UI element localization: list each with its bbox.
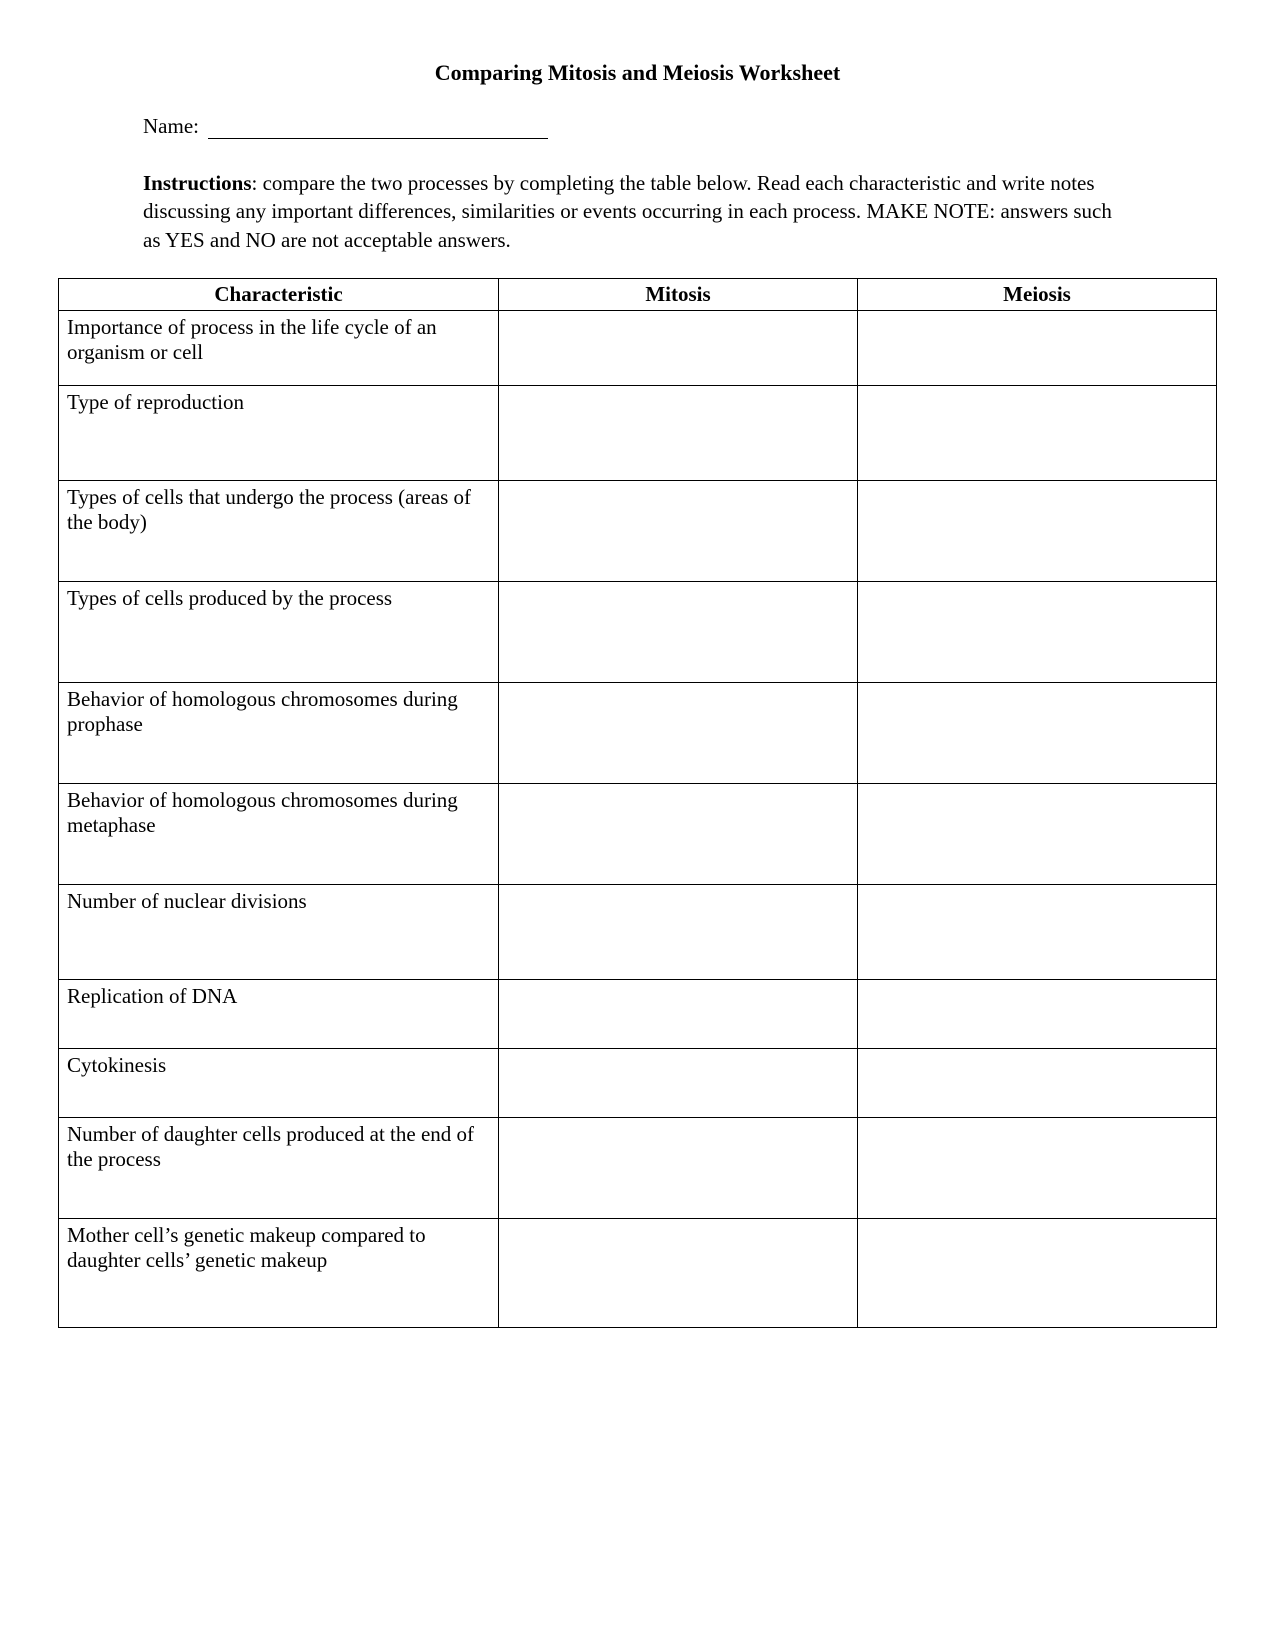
cell-meiosis[interactable] bbox=[858, 683, 1217, 784]
cell-characteristic: Behavior of homologous chromosomes durin… bbox=[59, 683, 499, 784]
name-row: Name: bbox=[143, 114, 1132, 139]
cell-characteristic: Number of daughter cells produced at the… bbox=[59, 1118, 499, 1219]
name-label: Name: bbox=[143, 114, 199, 139]
cell-meiosis[interactable] bbox=[858, 311, 1217, 386]
cell-meiosis[interactable] bbox=[858, 784, 1217, 885]
table-row: Types of cells produced by the process bbox=[59, 582, 1217, 683]
cell-characteristic: Types of cells produced by the process bbox=[59, 582, 499, 683]
cell-mitosis[interactable] bbox=[499, 784, 858, 885]
cell-mitosis[interactable] bbox=[499, 481, 858, 582]
table-row: Type of reproduction bbox=[59, 386, 1217, 481]
cell-meiosis[interactable] bbox=[858, 582, 1217, 683]
instructions: Instructions: compare the two processes … bbox=[143, 169, 1122, 254]
instructions-label: Instructions bbox=[143, 171, 252, 195]
cell-mitosis[interactable] bbox=[499, 980, 858, 1049]
cell-meiosis[interactable] bbox=[858, 1049, 1217, 1118]
cell-characteristic: Types of cells that undergo the process … bbox=[59, 481, 499, 582]
comparison-table: Characteristic Mitosis Meiosis Importanc… bbox=[58, 278, 1217, 1328]
cell-mitosis[interactable] bbox=[499, 386, 858, 481]
cell-mitosis[interactable] bbox=[499, 885, 858, 980]
cell-meiosis[interactable] bbox=[858, 386, 1217, 481]
table-row: Cytokinesis bbox=[59, 1049, 1217, 1118]
page-title: Comparing Mitosis and Meiosis Worksheet bbox=[58, 60, 1217, 86]
cell-characteristic: Importance of process in the life cycle … bbox=[59, 311, 499, 386]
cell-mitosis[interactable] bbox=[499, 582, 858, 683]
cell-meiosis[interactable] bbox=[858, 1219, 1217, 1328]
cell-characteristic: Replication of DNA bbox=[59, 980, 499, 1049]
table-row: Behavior of homologous chromosomes durin… bbox=[59, 683, 1217, 784]
table-row: Number of daughter cells produced at the… bbox=[59, 1118, 1217, 1219]
cell-mitosis[interactable] bbox=[499, 311, 858, 386]
col-meiosis: Meiosis bbox=[858, 279, 1217, 311]
col-characteristic: Characteristic bbox=[59, 279, 499, 311]
table-header-row: Characteristic Mitosis Meiosis bbox=[59, 279, 1217, 311]
cell-meiosis[interactable] bbox=[858, 980, 1217, 1049]
table-row: Mother cell’s genetic makeup compared to… bbox=[59, 1219, 1217, 1328]
cell-characteristic: Type of reproduction bbox=[59, 386, 499, 481]
cell-meiosis[interactable] bbox=[858, 481, 1217, 582]
table-row: Replication of DNA bbox=[59, 980, 1217, 1049]
table-row: Number of nuclear divisions bbox=[59, 885, 1217, 980]
worksheet-page: Comparing Mitosis and Meiosis Worksheet … bbox=[0, 0, 1275, 1388]
cell-characteristic: Cytokinesis bbox=[59, 1049, 499, 1118]
table-row: Importance of process in the life cycle … bbox=[59, 311, 1217, 386]
cell-characteristic: Behavior of homologous chromosomes durin… bbox=[59, 784, 499, 885]
col-mitosis: Mitosis bbox=[499, 279, 858, 311]
cell-meiosis[interactable] bbox=[858, 1118, 1217, 1219]
instructions-text: : compare the two processes by completin… bbox=[143, 171, 1112, 252]
cell-characteristic: Mother cell’s genetic makeup compared to… bbox=[59, 1219, 499, 1328]
cell-meiosis[interactable] bbox=[858, 885, 1217, 980]
name-input-line[interactable] bbox=[208, 138, 548, 139]
cell-mitosis[interactable] bbox=[499, 683, 858, 784]
table-body: Importance of process in the life cycle … bbox=[59, 311, 1217, 1328]
table-row: Behavior of homologous chromosomes durin… bbox=[59, 784, 1217, 885]
cell-mitosis[interactable] bbox=[499, 1219, 858, 1328]
cell-mitosis[interactable] bbox=[499, 1118, 858, 1219]
cell-characteristic: Number of nuclear divisions bbox=[59, 885, 499, 980]
cell-mitosis[interactable] bbox=[499, 1049, 858, 1118]
table-row: Types of cells that undergo the process … bbox=[59, 481, 1217, 582]
